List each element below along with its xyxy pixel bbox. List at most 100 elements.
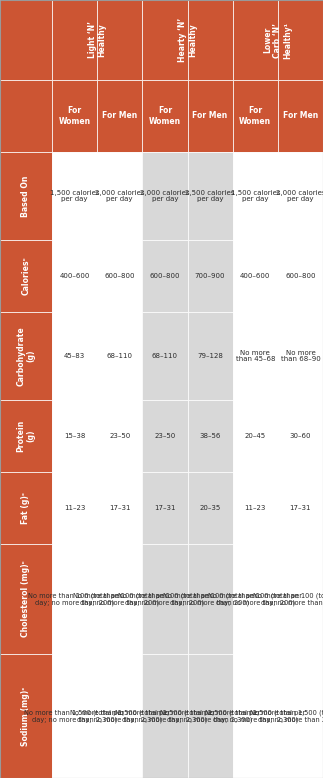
Text: Protein
(g): Protein (g) [17, 420, 35, 452]
Text: Lower
Carb ‘N’
Healthy¹: Lower Carb ‘N’ Healthy¹ [264, 22, 292, 58]
Text: 2,500 calories
per day: 2,500 calories per day [185, 190, 235, 202]
Bar [142, 152, 187, 240]
Bar [187, 400, 233, 472]
Text: 11–23: 11–23 [245, 505, 266, 511]
Text: Hearty ‘N’
Healthy: Hearty ‘N’ Healthy [178, 18, 197, 62]
Text: No more than 100 (total per
day; no more than 200): No more than 100 (total per day; no more… [254, 592, 323, 606]
Text: 400–600: 400–600 [59, 273, 90, 279]
Text: No more than 1,500 (total per
day; no more than 2,300): No more than 1,500 (total per day; no mo… [250, 709, 323, 723]
Text: 20–35: 20–35 [200, 505, 221, 511]
Text: Caloriesᶜ: Caloriesᶜ [22, 257, 30, 296]
Bar [278, 152, 323, 240]
Bar [142, 472, 187, 544]
Text: For Men: For Men [283, 111, 318, 121]
Text: For Men: For Men [102, 111, 137, 121]
Bar [187, 240, 233, 312]
Text: Carbohydrate
(g): Carbohydrate (g) [17, 326, 35, 386]
Text: 2,000 calories
per day: 2,000 calories per day [95, 190, 144, 202]
Bar [278, 312, 323, 400]
Text: No more than 1,500 (total per
day; no more than 2,300): No more than 1,500 (total per day; no mo… [160, 709, 260, 723]
Bar [97, 240, 142, 312]
Text: 17–31: 17–31 [290, 505, 311, 511]
Bar [233, 0, 278, 80]
Bar [0, 312, 52, 400]
Bar [142, 654, 187, 778]
Bar [52, 0, 97, 80]
Text: 1,500 calories
per day: 1,500 calories per day [50, 190, 99, 202]
Text: Based On: Based On [22, 175, 30, 217]
Bar [278, 80, 323, 152]
Bar [278, 472, 323, 544]
Text: 38–56: 38–56 [199, 433, 221, 439]
Text: 600–800: 600–800 [105, 273, 135, 279]
Bar [142, 312, 187, 400]
Text: 400–600: 400–600 [240, 273, 270, 279]
Text: 15–38: 15–38 [64, 433, 85, 439]
Bar [278, 240, 323, 312]
Text: Cholesterol (mg)ᶜ: Cholesterol (mg)ᶜ [22, 561, 30, 637]
Text: Sodium (mg)ᶜ: Sodium (mg)ᶜ [22, 686, 30, 746]
Text: No more than 1,500 (total per
day; no more than 2,300): No more than 1,500 (total per day; no mo… [70, 709, 170, 723]
Bar [52, 152, 97, 240]
Bar [97, 400, 142, 472]
Text: No more than 100 (total per
day; no more than 200): No more than 100 (total per day; no more… [208, 592, 302, 606]
Bar [233, 654, 278, 778]
Bar [97, 472, 142, 544]
Bar [0, 400, 52, 472]
Bar [142, 80, 187, 152]
Text: No more than 100 (total per
day; no more than 200): No more than 100 (total per day; no more… [27, 592, 121, 606]
Text: No more than 100 (total per
day; no more than 200): No more than 100 (total per day; no more… [118, 592, 212, 606]
Bar [233, 240, 278, 312]
Text: For
Women: For Women [149, 107, 181, 125]
Bar [52, 654, 97, 778]
Bar [278, 0, 323, 80]
Text: 17–31: 17–31 [109, 505, 130, 511]
Text: For Men: For Men [193, 111, 228, 121]
Text: For
Women: For Women [58, 107, 91, 125]
Bar [187, 312, 233, 400]
Text: No more than 1,500 (total per
day; no more than 2,300): No more than 1,500 (total per day; no mo… [205, 709, 305, 723]
Text: No more
than 45–68: No more than 45–68 [235, 349, 275, 363]
Bar [142, 0, 187, 80]
Bar [97, 654, 142, 778]
Bar [97, 152, 142, 240]
Bar [187, 544, 233, 654]
Text: No more than 100 (total per
day; no more than 200): No more than 100 (total per day; no more… [73, 592, 167, 606]
Text: 2,000 calories
per day: 2,000 calories per day [276, 190, 323, 202]
Text: 600–800: 600–800 [150, 273, 180, 279]
Bar [142, 400, 187, 472]
Text: 20–45: 20–45 [245, 433, 266, 439]
Text: 79–128: 79–128 [197, 353, 223, 359]
Text: 1,500 calories
per day: 1,500 calories per day [231, 190, 280, 202]
Text: No more than 1,500 (total per
day; no more than 2,300): No more than 1,500 (total per day; no mo… [25, 709, 125, 723]
Text: Fat (g)ᶜ: Fat (g)ᶜ [22, 492, 30, 524]
Text: For
Women: For Women [239, 107, 271, 125]
Bar [278, 400, 323, 472]
Text: No more than 100 (total per
day; no more than 200): No more than 100 (total per day; no more… [163, 592, 257, 606]
Bar [52, 80, 97, 152]
Bar [0, 654, 52, 778]
Bar [0, 0, 52, 80]
Bar [187, 152, 233, 240]
Bar [0, 80, 52, 152]
Text: 68–110: 68–110 [152, 353, 178, 359]
Text: 2,000 calories
per day: 2,000 calories per day [140, 190, 190, 202]
Text: 23–50: 23–50 [109, 433, 130, 439]
Bar [52, 544, 97, 654]
Bar [278, 654, 323, 778]
Text: 68–110: 68–110 [107, 353, 133, 359]
Text: 17–31: 17–31 [154, 505, 176, 511]
Bar [233, 544, 278, 654]
Bar [187, 80, 233, 152]
Bar [0, 544, 52, 654]
Bar [97, 80, 142, 152]
Bar [187, 472, 233, 544]
Bar [142, 544, 187, 654]
Bar [52, 472, 97, 544]
Text: 700–900: 700–900 [195, 273, 225, 279]
Bar [52, 240, 97, 312]
Bar [233, 152, 278, 240]
Bar [233, 472, 278, 544]
Bar [0, 152, 52, 240]
Text: 600–800: 600–800 [285, 273, 316, 279]
